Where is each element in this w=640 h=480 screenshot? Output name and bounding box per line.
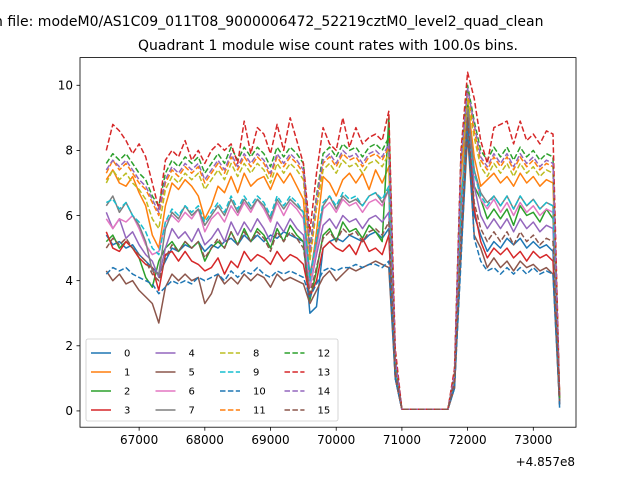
- series-line-1: [105, 100, 561, 411]
- legend-label-3: 3: [124, 406, 130, 417]
- y-tick-label: 0: [65, 404, 73, 418]
- series-line-11: [105, 91, 561, 411]
- legend-label-4: 4: [189, 349, 195, 360]
- series-line-0: [105, 120, 561, 411]
- legend-label-8: 8: [253, 349, 259, 360]
- legend-label-7: 7: [189, 406, 195, 417]
- legend-label-14: 14: [318, 387, 331, 398]
- legend-label-2: 2: [124, 387, 130, 398]
- x-tick-label: 70000: [317, 433, 355, 447]
- legend-label-6: 6: [189, 387, 195, 398]
- plot-frame: [79, 57, 577, 428]
- series-group: [105, 71, 561, 411]
- x-tick-label: 73000: [514, 433, 552, 447]
- legend-label-15: 15: [318, 406, 331, 417]
- suptitle: n file: modeM0/AS1C09_011T08_9000006472_…: [0, 14, 543, 30]
- y-tick-label: 10: [58, 79, 73, 93]
- y-tick-label: 4: [65, 274, 73, 288]
- series-line-12: [105, 84, 561, 411]
- series-line-8: [105, 97, 561, 411]
- series-line-5: [105, 133, 561, 411]
- y-tick-label: 8: [65, 144, 73, 158]
- chart-title: Quadrant 1 module wise count rates with …: [138, 38, 518, 54]
- legend-label-1: 1: [124, 368, 130, 379]
- legend-label-13: 13: [318, 368, 331, 379]
- series-line-6: [105, 107, 561, 411]
- y-tick-label: 6: [65, 209, 73, 223]
- y-tick-label: 2: [65, 339, 73, 353]
- legend-label-0: 0: [124, 349, 130, 360]
- series-line-10: [105, 120, 561, 411]
- series-line-13: [105, 71, 561, 411]
- x-tick-label: 67000: [120, 433, 158, 447]
- x-axis: 67000 68000 69000 70000 71000 72000 73000: [120, 427, 552, 447]
- x-tick-label: 69000: [251, 433, 289, 447]
- y-axis: 0 2 4 6 8 10: [58, 79, 80, 418]
- x-offset-label: +4.857e8: [516, 455, 575, 469]
- series-line-14: [105, 87, 561, 411]
- series-line-9: [105, 130, 561, 411]
- x-tick-label: 72000: [449, 433, 487, 447]
- legend-label-9: 9: [253, 368, 259, 379]
- series-line-15: [105, 117, 561, 411]
- series-line-7: [105, 107, 561, 411]
- series-line-3: [105, 110, 561, 411]
- legend-label-10: 10: [253, 387, 266, 398]
- legend-box: [85, 338, 339, 422]
- series-line-4: [105, 110, 561, 411]
- x-tick-label: 71000: [383, 433, 421, 447]
- legend-label-5: 5: [189, 368, 195, 379]
- legend-label-12: 12: [318, 349, 331, 360]
- x-tick-label: 68000: [186, 433, 224, 447]
- legend-label-11: 11: [253, 406, 266, 417]
